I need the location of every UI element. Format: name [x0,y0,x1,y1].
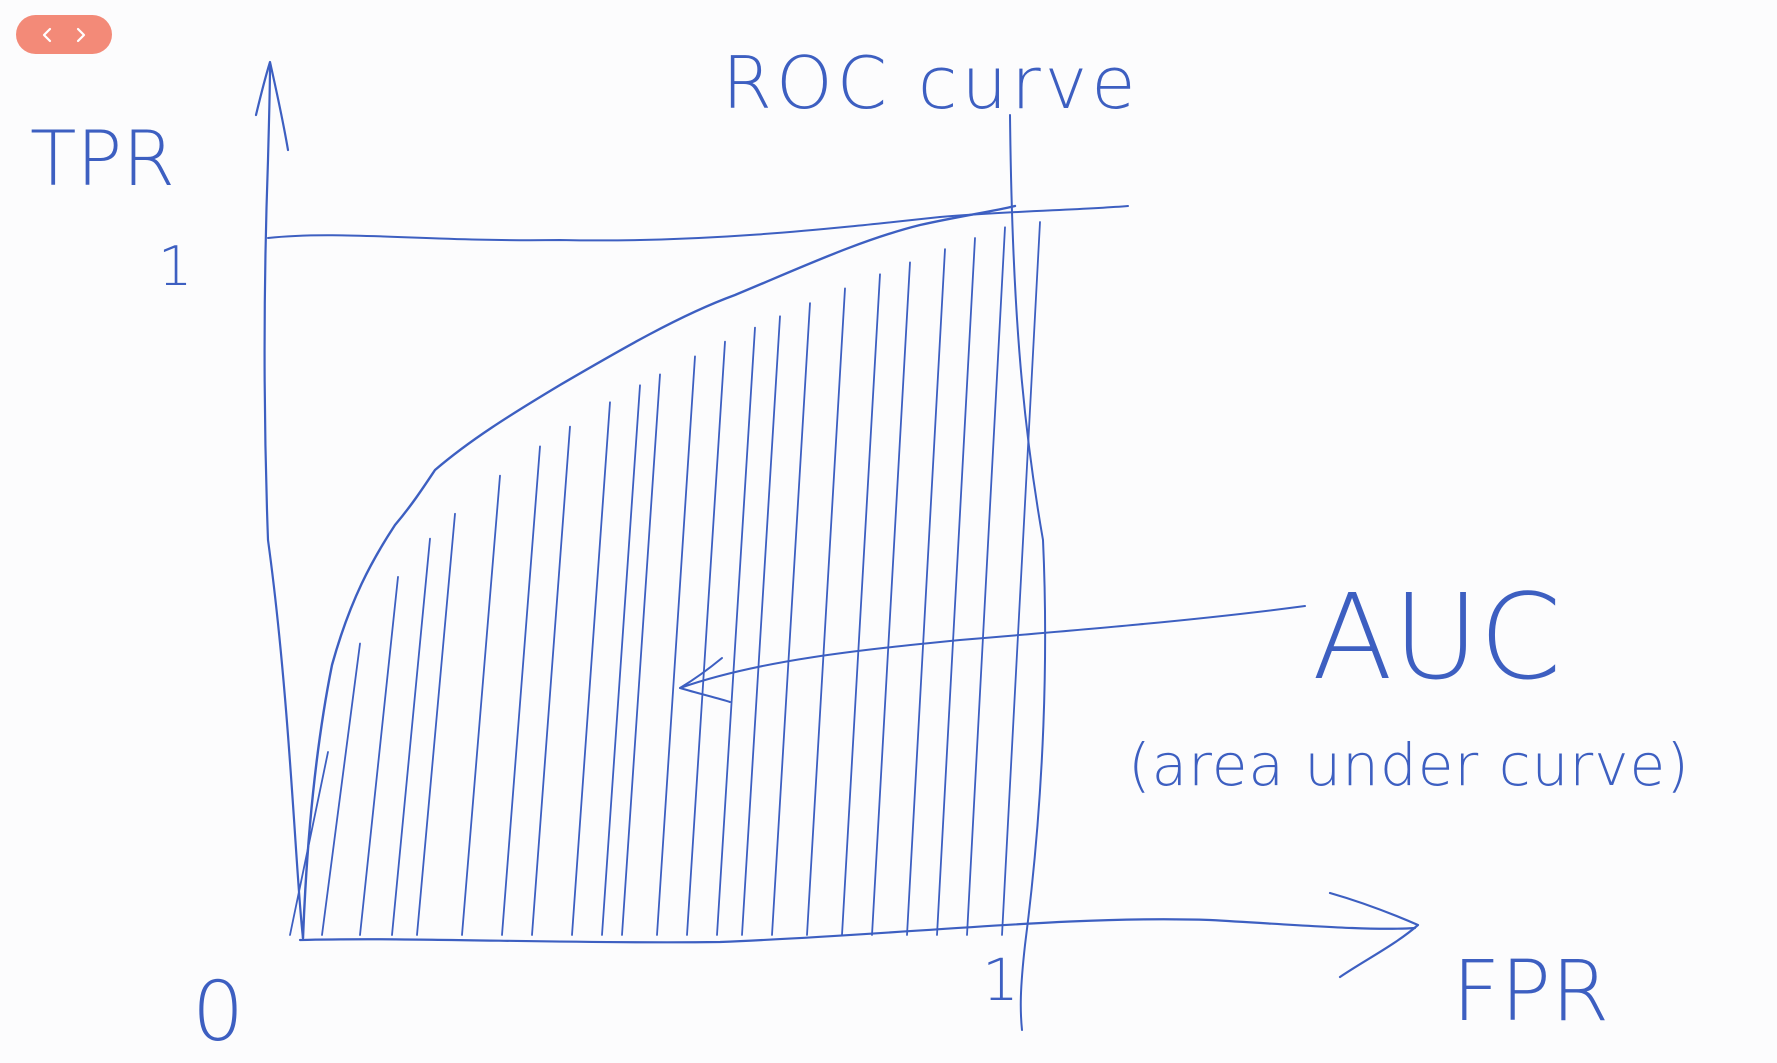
hatch-stroke [416,512,456,936]
y-axis-label: TPR [30,114,175,203]
fpr-one-line [1009,114,1047,1031]
hatch-stroke [601,384,641,936]
hatch-stroke [571,401,611,936]
hatch-stroke [391,537,431,936]
hatch-stroke [621,373,661,936]
handwritten-labels: ROC curve TPR 1 0 1 FPR AUC (area under … [30,41,1690,1060]
x-tick-one-label: 1 [982,946,1019,1014]
auc-pointer-arrow [679,605,1306,703]
chevron-left-icon [42,27,52,42]
chevron-right-icon [76,27,86,42]
x-axis-label: FPR [1452,942,1609,1040]
y-axis [263,63,305,940]
roc-curve [301,204,1017,940]
hatch-stroke [359,576,399,936]
roc-curve-line [301,204,1017,940]
hatch-stroke [966,226,1006,936]
hatch-stroke [656,355,696,936]
hatch-stroke [741,315,781,936]
axes [254,60,1420,1031]
hatch-stroke [936,237,976,936]
hatch-stroke [501,445,541,936]
page-nav-pill [16,15,112,54]
hatch-stroke [461,474,501,936]
hatch-stroke [716,326,756,936]
auc-label: AUC [1312,568,1561,706]
auc-arrow-shaft [679,605,1306,689]
hatch-stroke [806,287,846,936]
y-axis-arrowhead [254,60,290,152]
x-axis-arrowhead [1328,891,1420,979]
hatch-stroke [906,248,946,936]
origin-label: 0 [192,965,244,1060]
hatch-stroke [321,642,361,936]
auc-arrow-head [679,657,731,703]
tpr-one-line [267,205,1129,242]
diagram-title: ROC curve [722,41,1140,125]
hatch-stroke [531,425,571,936]
auc-sublabel: (area under curve) [1128,731,1690,799]
hatch-stroke [1001,221,1041,936]
x-axis [298,918,1417,944]
hatch-stroke [686,340,726,936]
hatch-stroke [841,273,881,936]
auc-hatching [289,221,1041,936]
prev-page-button[interactable] [39,25,55,45]
hatch-stroke [771,302,811,936]
hatch-stroke [289,751,329,936]
next-page-button[interactable] [73,25,89,45]
hatch-stroke [871,261,911,936]
y-tick-one-label: 1 [158,235,192,298]
